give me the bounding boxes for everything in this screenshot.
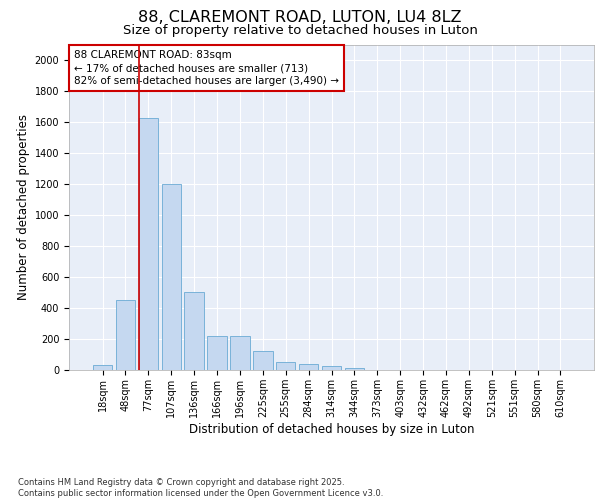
Bar [299, 364, 319, 370]
X-axis label: Distribution of detached houses by size in Luton: Distribution of detached houses by size … [189, 422, 474, 436]
Bar [344, 368, 364, 370]
Bar [208, 336, 227, 370]
Text: Contains HM Land Registry data © Crown copyright and database right 2025.
Contai: Contains HM Land Registry data © Crown c… [18, 478, 383, 498]
Y-axis label: Number of detached properties: Number of detached properties [17, 114, 31, 300]
Bar [116, 300, 135, 370]
Bar [139, 118, 158, 370]
Text: 88 CLAREMONT ROAD: 83sqm
← 17% of detached houses are smaller (713)
82% of semi-: 88 CLAREMONT ROAD: 83sqm ← 17% of detach… [74, 50, 339, 86]
Text: Size of property relative to detached houses in Luton: Size of property relative to detached ho… [122, 24, 478, 37]
Bar [184, 292, 204, 370]
Bar [230, 336, 250, 370]
Bar [161, 184, 181, 370]
Bar [93, 364, 112, 370]
Text: 88, CLAREMONT ROAD, LUTON, LU4 8LZ: 88, CLAREMONT ROAD, LUTON, LU4 8LZ [138, 10, 462, 25]
Bar [276, 362, 295, 370]
Bar [253, 350, 272, 370]
Bar [322, 366, 341, 370]
